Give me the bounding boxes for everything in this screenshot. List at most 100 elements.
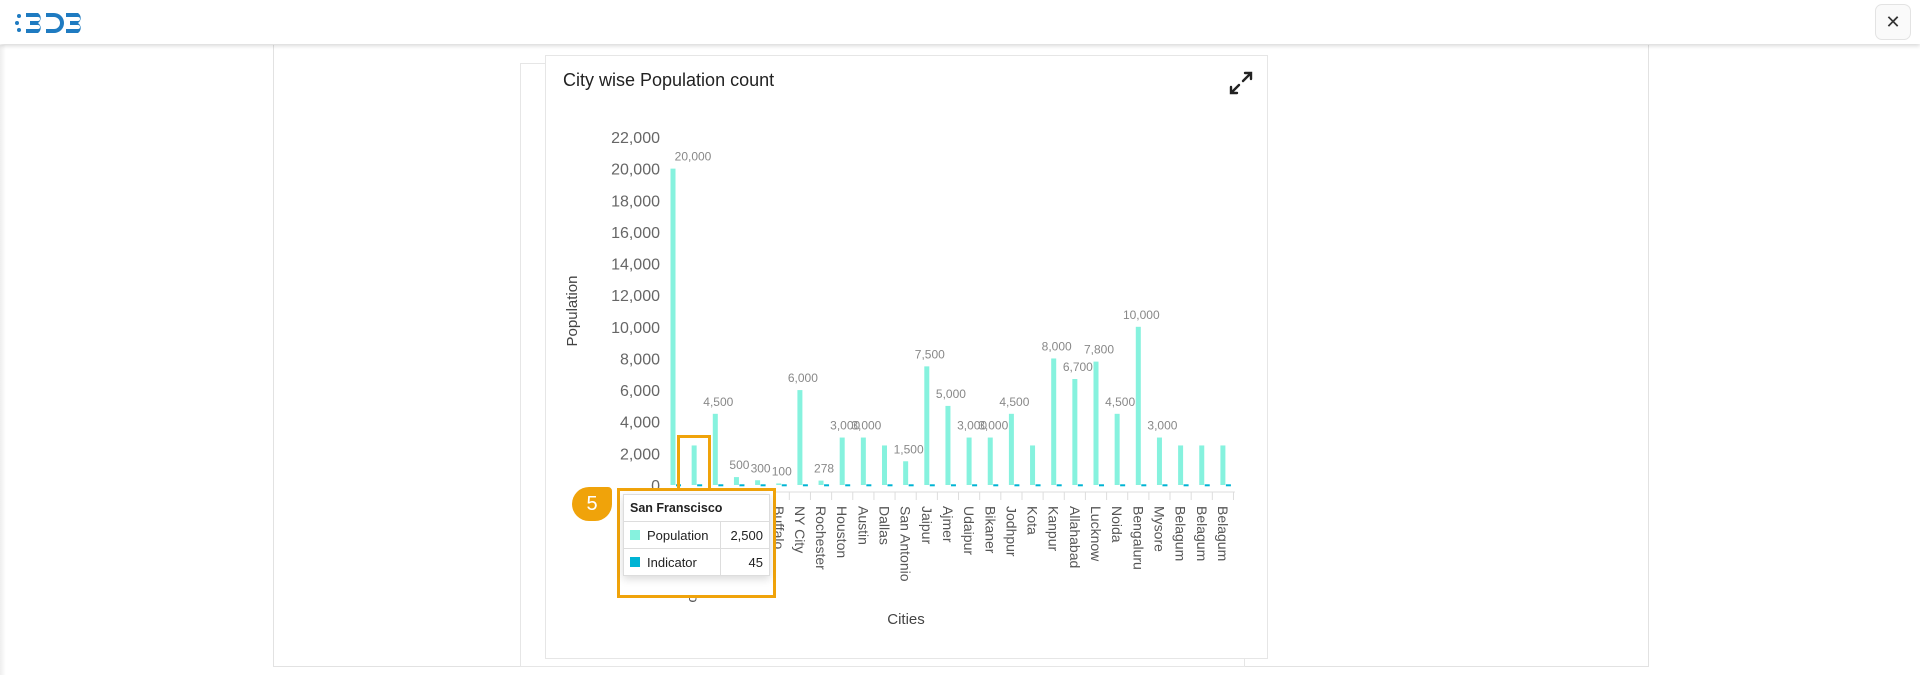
- data-label: 500: [729, 458, 749, 472]
- y-tick-label: 20,000: [611, 162, 660, 179]
- side-panel-edge: [0, 45, 6, 675]
- x-tick-label: Kanpur: [1046, 506, 1062, 551]
- population-bar: [1178, 445, 1184, 485]
- data-label: 4,500: [999, 395, 1029, 409]
- data-label: 20,000: [675, 150, 712, 164]
- x-tick-label: Dallas: [877, 506, 893, 545]
- tooltip-label: Indicator: [647, 554, 697, 570]
- population-bar: [1072, 379, 1078, 485]
- y-tick-label: 8,000: [620, 351, 660, 368]
- data-label: 8,000: [1042, 339, 1072, 353]
- close-button[interactable]: ✕: [1875, 4, 1911, 40]
- indicator-bar: [1225, 484, 1231, 487]
- bdb-logo: [15, 13, 81, 33]
- population-bar: [839, 437, 845, 485]
- data-label: 6,700: [1063, 360, 1093, 374]
- data-label: 1,500: [894, 442, 924, 456]
- indicator-bar: [1204, 484, 1210, 487]
- indicator-bar: [802, 484, 808, 487]
- expand-icon[interactable]: [1228, 70, 1254, 96]
- y-tick-label: 10,000: [611, 320, 660, 337]
- data-label: 300: [751, 461, 771, 475]
- x-tick-label: Austin: [855, 506, 871, 545]
- tooltip-highlight: San Franscisco Population 2,500 Indicato…: [617, 488, 776, 598]
- indicator-bar: [781, 484, 787, 487]
- indicator-bar: [739, 484, 745, 487]
- indicator-bar: [1141, 484, 1147, 487]
- x-tick-label: Udaipur: [961, 506, 977, 555]
- population-bar: [987, 437, 993, 485]
- indicator-bar: [1183, 484, 1189, 487]
- step-badge: 5: [572, 487, 612, 521]
- y-tick-label: 18,000: [611, 193, 660, 210]
- population-bar: [1135, 326, 1141, 485]
- population-bar: [691, 445, 697, 485]
- x-tick-label: Kota: [1025, 506, 1041, 535]
- population-bar: [797, 390, 803, 485]
- x-tick-label: Bengaluru: [1130, 506, 1146, 570]
- x-tick-label: NY City: [792, 506, 808, 553]
- population-bar: [966, 437, 972, 485]
- population-bar: [733, 477, 739, 485]
- indicator-swatch-icon: [630, 557, 640, 567]
- indicator-bar: [1120, 484, 1126, 487]
- indicator-bar: [908, 484, 914, 487]
- y-tick-label: 0: [651, 478, 660, 495]
- data-label: 100: [772, 464, 792, 478]
- indicator-bar: [887, 484, 893, 487]
- population-bar: [670, 168, 676, 486]
- y-tick-label: 12,000: [611, 288, 660, 305]
- indicator-bar: [866, 484, 872, 487]
- x-tick-label: Noida: [1109, 506, 1125, 543]
- x-tick-label: Belagum: [1194, 506, 1210, 561]
- population-bar: [1156, 437, 1162, 485]
- indicator-bar: [993, 484, 999, 487]
- x-tick-label: Bikaner: [982, 506, 998, 554]
- y-axis-title: Population: [564, 276, 581, 347]
- indicator-bar: [718, 484, 724, 487]
- x-tick-label: San Antonio: [898, 506, 914, 582]
- indicator-bar: [697, 484, 703, 487]
- population-bar: [776, 483, 782, 485]
- indicator-bar: [1035, 484, 1041, 487]
- indicator-bar: [1099, 484, 1104, 487]
- y-tick-label: 2,000: [620, 446, 660, 463]
- close-icon: ✕: [1885, 11, 1901, 32]
- data-label: 278: [814, 462, 834, 476]
- x-tick-label: Belagum: [1173, 506, 1189, 561]
- population-bar: [1114, 413, 1120, 485]
- x-tick-label: Allahabad: [1067, 506, 1083, 568]
- data-label: 7,500: [915, 347, 945, 361]
- population-bar: [1008, 413, 1014, 485]
- data-label: 4,500: [703, 395, 733, 409]
- indicator-bar: [1056, 484, 1062, 487]
- x-axis-title: Cities: [887, 611, 925, 628]
- indicator-bar: [929, 484, 935, 487]
- tooltip-title: San Franscisco: [624, 495, 769, 522]
- population-bar: [1093, 361, 1099, 485]
- chart-title: City wise Population count: [563, 70, 775, 90]
- population-bar: [1199, 445, 1205, 485]
- x-tick-label: Mysore: [1151, 506, 1167, 552]
- data-label: 10,000: [1123, 308, 1160, 322]
- indicator-bar: [950, 484, 956, 487]
- indicator-bar: [1014, 484, 1020, 487]
- y-tick-label: 6,000: [620, 383, 660, 400]
- indicator-bar: [972, 484, 978, 487]
- population-swatch-icon: [630, 530, 640, 540]
- indicator-bar: [1077, 484, 1083, 487]
- data-label: 3,000: [851, 419, 881, 433]
- tooltip-value: 2,500: [730, 527, 763, 543]
- y-tick-label: 16,000: [611, 225, 660, 242]
- population-bar: [818, 480, 824, 485]
- population-bar: [860, 437, 866, 485]
- data-label: 7,800: [1084, 343, 1114, 357]
- population-bar: [1051, 358, 1057, 485]
- y-tick-label: 22,000: [611, 130, 660, 147]
- population-bar: [903, 461, 909, 485]
- indicator-bar: [760, 484, 766, 487]
- data-label: 3,000: [830, 419, 860, 433]
- x-tick-label: Jaipur: [919, 506, 935, 544]
- tooltip-value: 45: [748, 554, 763, 570]
